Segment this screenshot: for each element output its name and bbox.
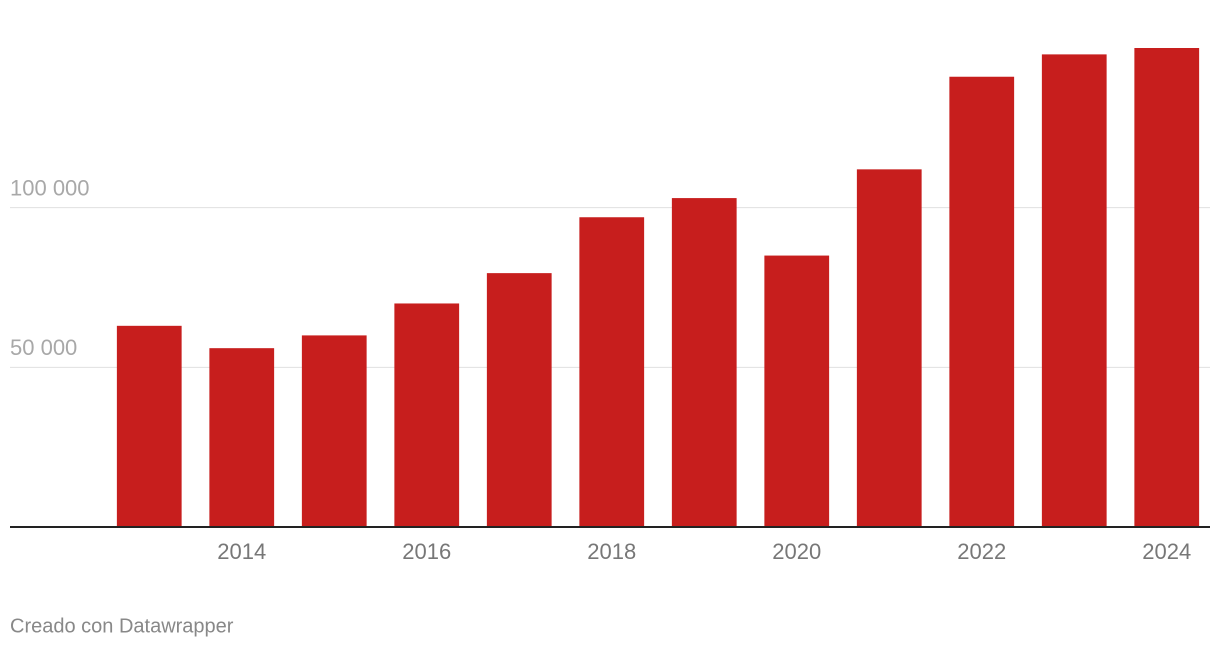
x-tick-label: 2022: [957, 539, 1006, 564]
bar: [764, 255, 830, 528]
bar: [949, 76, 1015, 528]
bar: [579, 217, 645, 527]
bar: [209, 348, 275, 527]
x-tick-label: 2024: [1142, 539, 1191, 564]
y-tick-label: 50 000: [10, 335, 77, 360]
bar: [671, 198, 737, 527]
bar: [394, 303, 460, 527]
y-tick-label: 100 000: [10, 175, 90, 200]
bar: [856, 169, 922, 527]
bar: [116, 325, 182, 527]
x-tick-label: 2014: [217, 539, 266, 564]
x-tick-label: 2016: [402, 539, 451, 564]
bar: [486, 273, 552, 527]
bar: [301, 335, 367, 527]
x-tick-label: 2018: [587, 539, 636, 564]
bar: [1041, 54, 1107, 528]
x-tick-label: 2020: [772, 539, 821, 564]
bar: [1134, 48, 1200, 527]
footer: Creado con Datawrapper: [10, 615, 234, 637]
